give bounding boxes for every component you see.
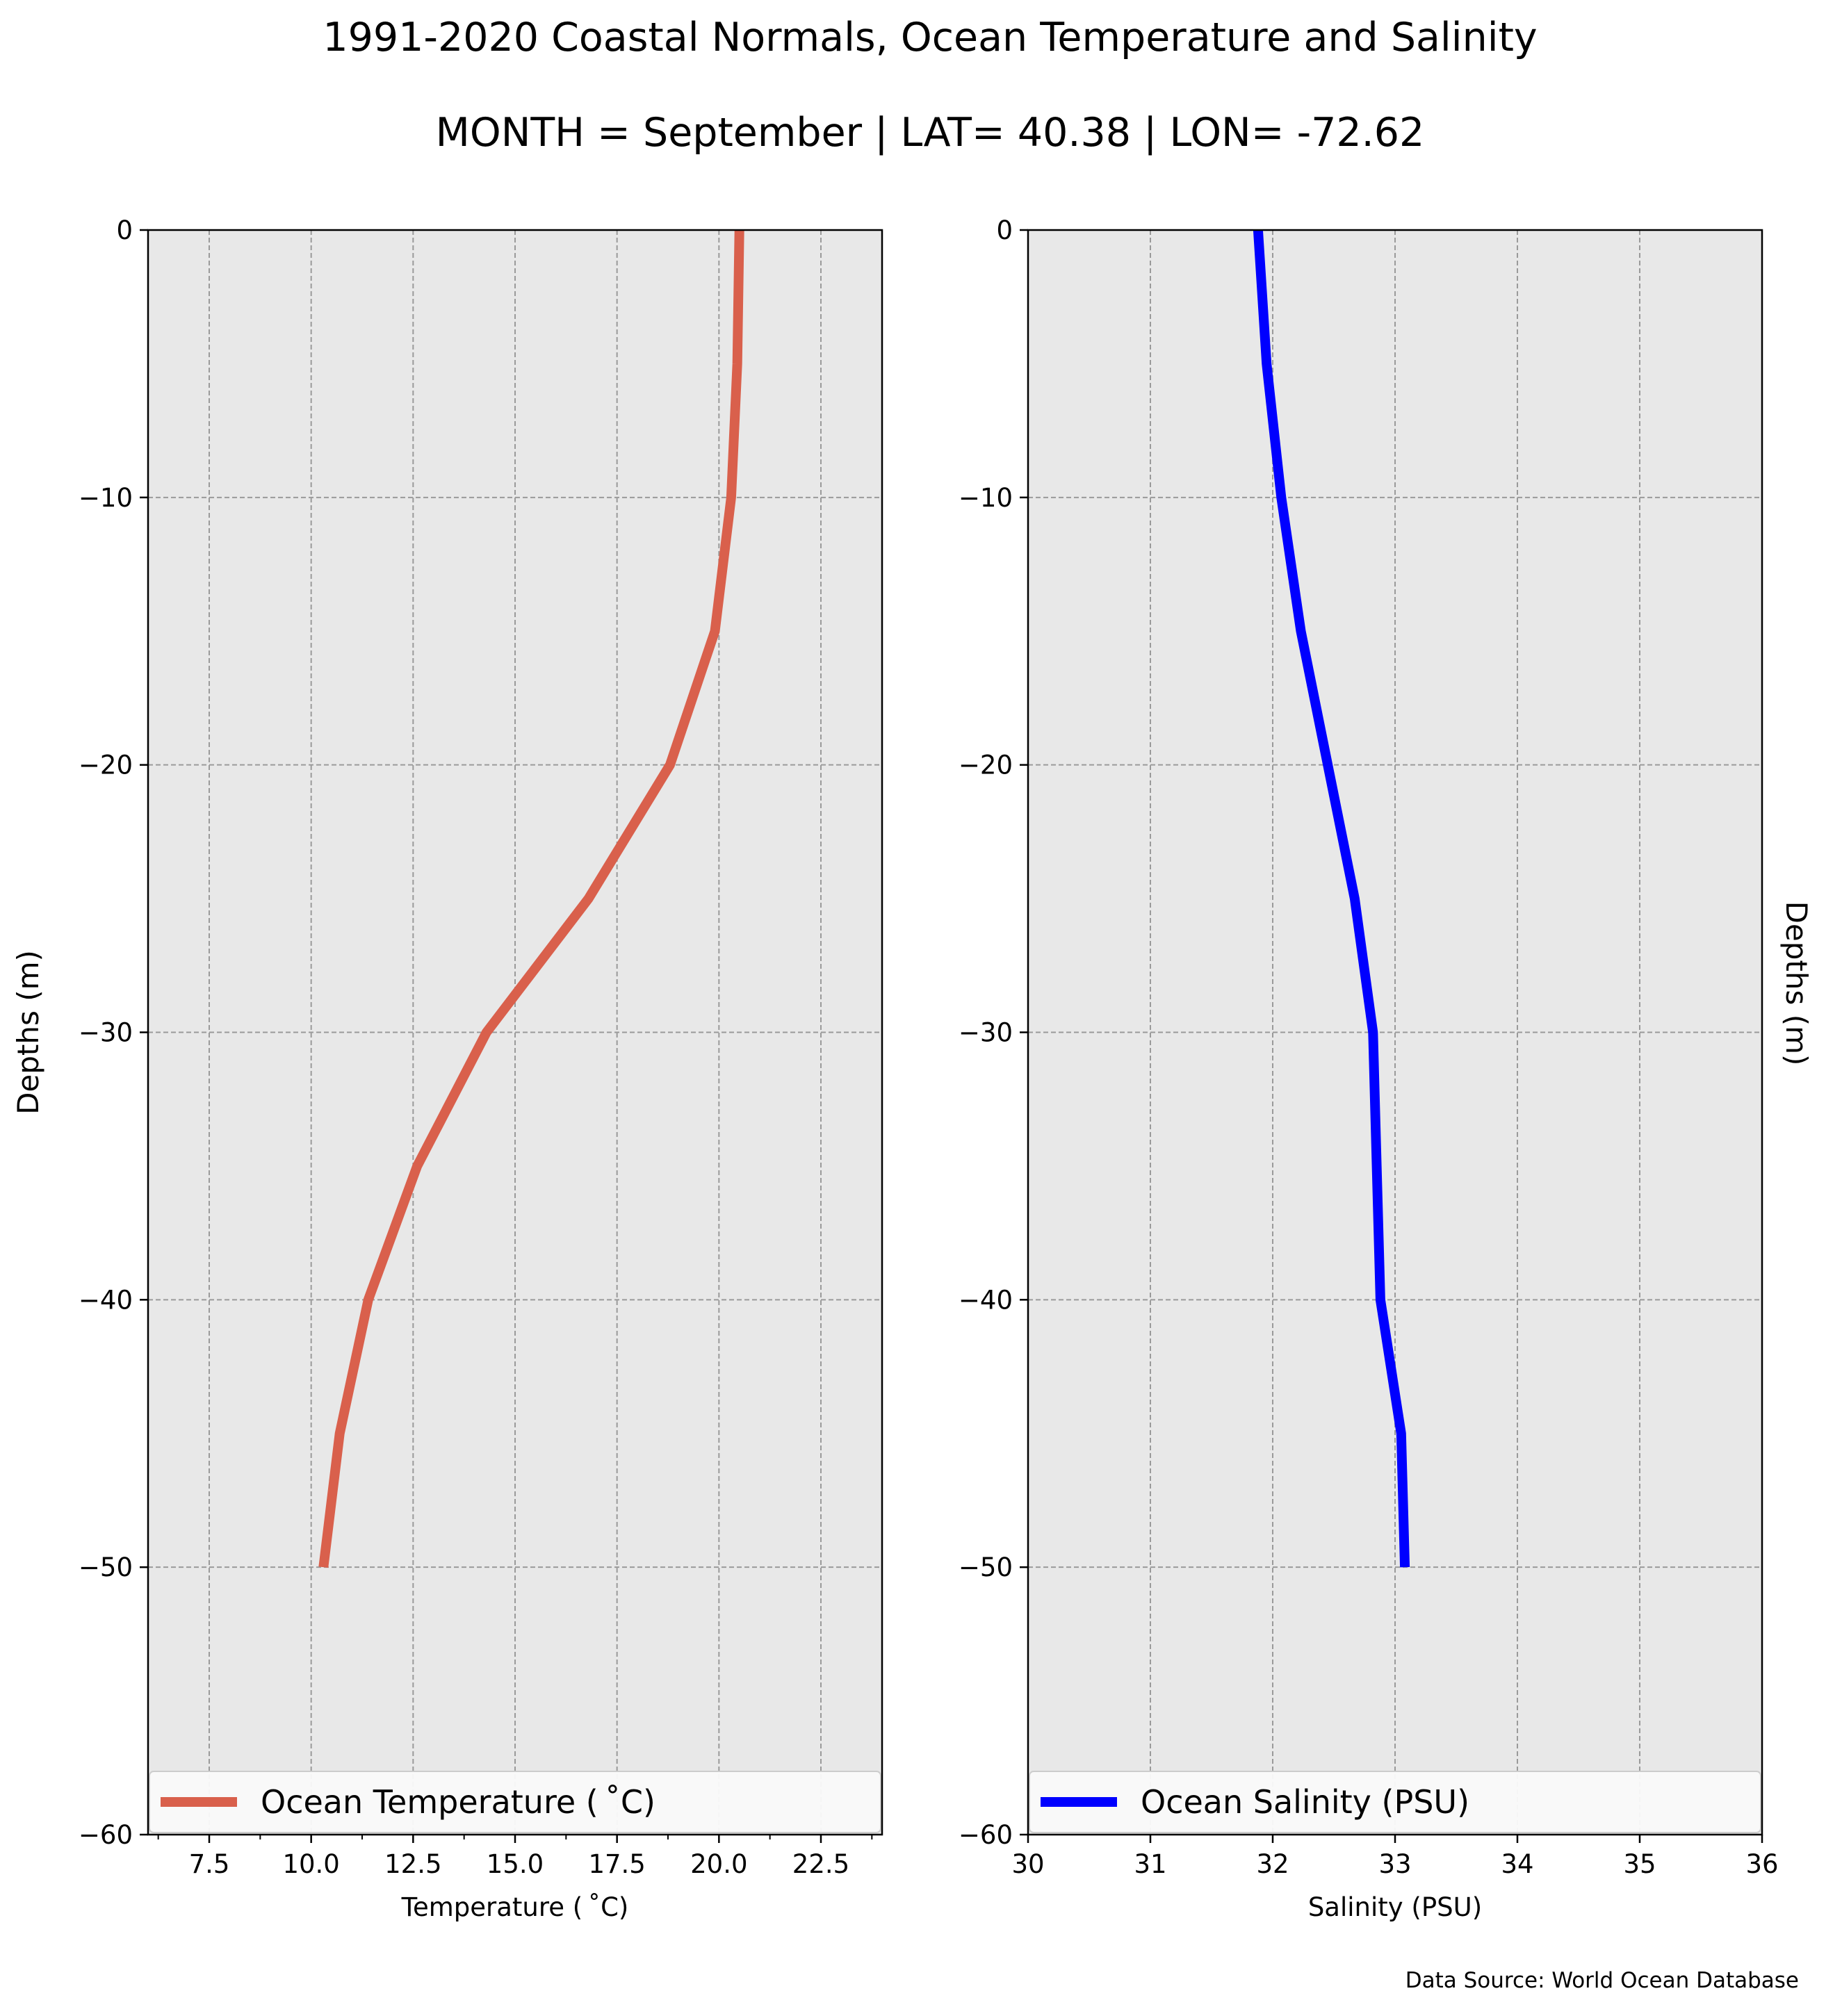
x-axis-label: Salinity (PSU) bbox=[1308, 1892, 1482, 1922]
x-tick-label: 20.0 bbox=[690, 1849, 747, 1879]
x-tick-label: 22.5 bbox=[792, 1849, 849, 1879]
y-tick-label: 0 bbox=[996, 215, 1013, 245]
x-tick-label: 32 bbox=[1256, 1849, 1289, 1879]
x-tick-label: 12.5 bbox=[384, 1849, 441, 1879]
y-tick-label: −10 bbox=[79, 483, 133, 513]
y-axis-label: Depths (m) bbox=[11, 950, 45, 1115]
legend-label: Ocean Temperature ( ˚C) bbox=[261, 1783, 655, 1821]
legend-box bbox=[149, 1771, 881, 1833]
y-tick-label: −40 bbox=[959, 1285, 1013, 1315]
x-tick-label: 30 bbox=[1011, 1849, 1044, 1879]
series-line bbox=[318, 229, 744, 1568]
salinity-chart: Ocean Salinity (PSU) 30 31 32 33 34 35 36 0 −10 −2… bbox=[959, 215, 1779, 1922]
y-tick-label: −30 bbox=[79, 1018, 133, 1048]
x-tick-label: 34 bbox=[1501, 1849, 1533, 1879]
y-tick-label: −40 bbox=[79, 1285, 133, 1315]
x-tick-label: 35 bbox=[1623, 1849, 1656, 1879]
y-tick-label: −20 bbox=[959, 751, 1013, 780]
data-source-note: Data Source: World Ocean Database bbox=[1405, 1968, 1799, 1993]
y-tick-label: −10 bbox=[959, 483, 1013, 513]
x-tick-label: 7.5 bbox=[189, 1849, 230, 1879]
series-line bbox=[1253, 229, 1410, 1568]
x-tick-label: 33 bbox=[1378, 1849, 1411, 1879]
y-tick-label: 0 bbox=[116, 215, 133, 245]
y-tick-label: −50 bbox=[79, 1552, 133, 1582]
y-tick-label: −50 bbox=[959, 1552, 1013, 1582]
legend-box bbox=[1029, 1771, 1761, 1833]
temperature-chart: Ocean Temperature ( ˚C) 7.5 10.0 12.5 15.0 17… bbox=[11, 215, 883, 1922]
x-tick-label: 15.0 bbox=[487, 1849, 544, 1879]
figure-title: 1991-2020 Coastal Normals, Ocean Tempera… bbox=[323, 15, 1537, 60]
y-tick-label: −20 bbox=[79, 751, 133, 780]
x-tick-label: 36 bbox=[1745, 1849, 1778, 1879]
legend-label: Ocean Salinity (PSU) bbox=[1141, 1783, 1469, 1821]
x-tick-label: 31 bbox=[1134, 1849, 1166, 1879]
x-tick-label: 17.5 bbox=[588, 1849, 645, 1879]
figure-subtitle: MONTH = September | LAT= 40.38 | LON= -7… bbox=[436, 110, 1425, 156]
y-tick-label: −60 bbox=[959, 1820, 1013, 1850]
y-tick-label: −30 bbox=[959, 1018, 1013, 1048]
x-tick-label: 10.0 bbox=[282, 1849, 339, 1879]
right-depth-axis-label: Depths (m) bbox=[1779, 901, 1814, 1066]
y-tick-label: −60 bbox=[79, 1820, 133, 1850]
x-axis-label: Temperature ( ˚C) bbox=[401, 1892, 629, 1922]
